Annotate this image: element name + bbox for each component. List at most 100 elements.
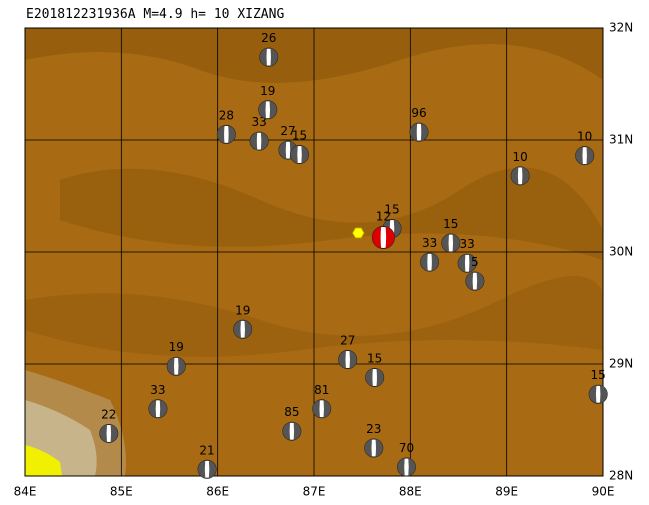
- beachball-quadrant: [468, 254, 477, 273]
- beachball-quadrant: [575, 146, 583, 165]
- beachball: [371, 225, 395, 249]
- event-label: 23: [366, 422, 381, 436]
- beachball-quadrant: [290, 145, 298, 164]
- beachball-quadrant: [393, 219, 402, 238]
- beachball-quadrant: [260, 132, 269, 150]
- beachball-quadrant: [270, 48, 278, 66]
- beachball: [338, 350, 358, 370]
- map-title: E201812231936A M=4.9 h= 10 XIZANG: [26, 7, 284, 22]
- beachball: [282, 421, 302, 441]
- event-label: 81: [314, 383, 329, 397]
- beachball: [575, 146, 595, 166]
- y-tick-label: 31N: [609, 133, 633, 147]
- x-tick-label: 85E: [110, 485, 133, 499]
- beachball-quadrant: [159, 399, 167, 418]
- event-label: 15: [443, 217, 458, 231]
- beachball-quadrant: [441, 234, 449, 252]
- beachball-quadrant: [376, 368, 384, 387]
- beachball-quadrant: [233, 320, 241, 339]
- beachball-quadrant: [511, 167, 519, 185]
- beachball-quadrant: [228, 125, 236, 144]
- beachball-quadrant: [458, 254, 466, 273]
- x-tick-label: 87E: [303, 485, 326, 499]
- beachball-quadrant: [364, 439, 372, 457]
- x-tick-label: 90E: [592, 485, 615, 499]
- event-label: 33: [150, 383, 165, 397]
- y-tick-label: 29N: [609, 357, 633, 371]
- beachball: [441, 233, 461, 253]
- event-label: 96: [411, 106, 426, 120]
- beachball: [249, 131, 269, 151]
- beachball-quadrant: [338, 350, 346, 369]
- event-label: 19: [260, 84, 275, 98]
- beachball: [465, 271, 485, 291]
- event-label: 27: [280, 124, 295, 138]
- beachball: [409, 122, 429, 142]
- event-label: 27: [340, 334, 355, 348]
- beachball-quadrant: [372, 226, 382, 249]
- event-label: 12: [376, 209, 391, 223]
- beachball-quadrant: [452, 234, 460, 252]
- event-label: 28: [219, 108, 234, 122]
- beachball-quadrant: [385, 226, 395, 249]
- beachball-quadrant: [521, 167, 530, 185]
- beachball-quadrant: [420, 123, 429, 141]
- y-tick-label: 32N: [609, 21, 633, 35]
- beachball-quadrant: [397, 458, 405, 476]
- beachball-quadrant: [198, 460, 206, 479]
- beachball: [364, 438, 384, 458]
- beachball-quadrant: [269, 100, 277, 119]
- beachball-quadrant: [208, 460, 217, 479]
- event-label: 15: [591, 368, 606, 382]
- epicenter: [351, 227, 365, 239]
- event-label: 19: [235, 303, 250, 317]
- beachball: [365, 367, 385, 387]
- beachball-quadrant: [431, 253, 439, 271]
- beachball-quadrant: [293, 422, 301, 441]
- beachball: [396, 457, 416, 477]
- beachball-quadrant: [323, 399, 331, 418]
- x-tick-label: 84E: [14, 485, 37, 499]
- beachball: [99, 423, 119, 443]
- event-label: 15: [367, 351, 382, 365]
- beachball-quadrant: [250, 132, 258, 150]
- beachball: [290, 145, 310, 165]
- event-label: 33: [422, 236, 437, 250]
- beachball-quadrant: [167, 357, 175, 376]
- beachball-quadrant: [375, 439, 383, 457]
- beachball: [420, 252, 440, 272]
- beachball-quadrant: [148, 399, 157, 418]
- beachball: [148, 399, 168, 419]
- event-label: 70: [399, 441, 414, 455]
- event-label: 15: [292, 129, 307, 143]
- beachball-quadrant: [312, 399, 320, 418]
- event-label: 85: [284, 405, 299, 419]
- beachball-quadrant: [476, 272, 484, 290]
- beachball-quadrant: [465, 272, 474, 290]
- x-tick-label: 89E: [495, 485, 518, 499]
- beachball: [312, 399, 332, 419]
- beachball-quadrant: [278, 141, 287, 159]
- event-label: 33: [251, 115, 266, 129]
- beachball-quadrant: [589, 385, 597, 404]
- beachball: [216, 124, 236, 144]
- event-label: 5: [471, 255, 479, 269]
- event-label: 15: [384, 202, 399, 216]
- beachball: [166, 356, 186, 376]
- beachball-quadrant: [259, 48, 267, 66]
- beachball-quadrant: [110, 424, 118, 443]
- beachball-quadrant: [217, 125, 225, 144]
- beachball: [197, 459, 217, 479]
- event-label: 10: [577, 130, 592, 144]
- y-tick-label: 28N: [609, 469, 633, 483]
- beachball-quadrant: [99, 424, 108, 443]
- y-tick-label: 30N: [609, 245, 633, 259]
- beachball: [457, 253, 477, 273]
- beachball: [233, 319, 253, 339]
- x-tick-label: 86E: [206, 485, 229, 499]
- beachball-quadrant: [408, 458, 416, 476]
- event-label: 21: [199, 443, 214, 457]
- beachball-quadrant: [258, 100, 266, 119]
- beachball-quadrant: [365, 368, 373, 387]
